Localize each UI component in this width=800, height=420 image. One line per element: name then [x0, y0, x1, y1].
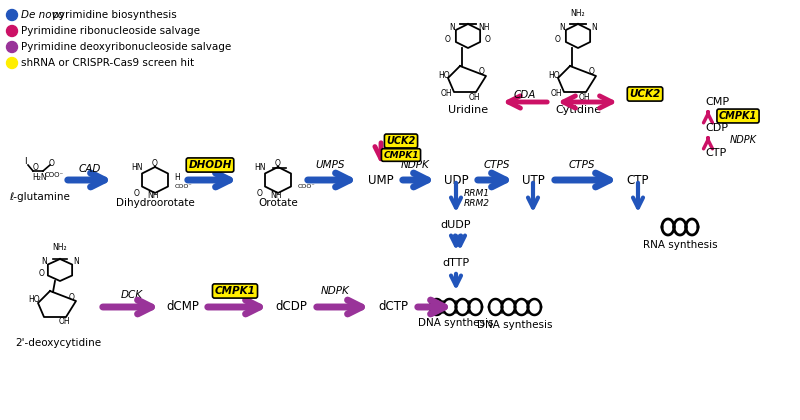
Text: NH: NH	[478, 24, 490, 32]
Text: CTPS: CTPS	[569, 160, 595, 170]
Text: UCK2: UCK2	[386, 136, 416, 146]
Text: UMP: UMP	[368, 173, 394, 186]
Text: O: O	[39, 270, 45, 278]
Text: dTTP: dTTP	[442, 258, 470, 268]
Text: CMP: CMP	[705, 97, 729, 107]
Text: UCK2: UCK2	[630, 89, 661, 99]
Text: dCTP: dCTP	[378, 300, 408, 313]
Text: NH₂: NH₂	[570, 10, 586, 18]
Text: N: N	[591, 24, 597, 32]
Text: RRM2: RRM2	[464, 199, 490, 207]
Text: COO⁻: COO⁻	[298, 184, 316, 189]
Text: O: O	[479, 68, 485, 76]
Text: RRM1: RRM1	[464, 189, 490, 197]
Text: CAD: CAD	[79, 164, 101, 174]
Text: DHODH: DHODH	[188, 160, 232, 170]
Text: dCMP: dCMP	[166, 300, 199, 313]
Text: HN: HN	[254, 163, 266, 171]
Text: H₂N: H₂N	[33, 173, 47, 181]
Text: I: I	[24, 158, 26, 166]
Text: O: O	[49, 158, 55, 168]
Text: N: N	[559, 24, 565, 32]
Text: NH: NH	[147, 191, 158, 200]
Text: HO: HO	[28, 296, 40, 304]
Text: OH: OH	[468, 94, 480, 102]
Text: CMPK1: CMPK1	[383, 150, 418, 160]
Text: O: O	[555, 36, 561, 45]
Text: Orotate: Orotate	[258, 198, 298, 208]
Text: Uridine: Uridine	[448, 105, 488, 115]
Text: Dihydroorotate: Dihydroorotate	[116, 198, 194, 208]
Circle shape	[6, 58, 18, 68]
Text: DNA synthesis: DNA synthesis	[418, 318, 494, 328]
Text: CMPK1: CMPK1	[719, 111, 757, 121]
Text: CDA: CDA	[514, 90, 536, 100]
Text: Cytidine: Cytidine	[555, 105, 601, 115]
Text: pyrimidine biosynthesis: pyrimidine biosynthesis	[49, 10, 177, 20]
Text: UMPS: UMPS	[315, 160, 345, 170]
Text: ℓ-glutamine: ℓ-glutamine	[10, 192, 70, 202]
Text: COO⁻: COO⁻	[44, 172, 64, 178]
Text: COO⁻: COO⁻	[175, 184, 193, 189]
Text: Pyrimidine ribonucleoside salvage: Pyrimidine ribonucleoside salvage	[21, 26, 200, 36]
Text: NDPK: NDPK	[730, 135, 757, 145]
Text: O: O	[257, 189, 263, 197]
Circle shape	[6, 10, 18, 21]
Text: O: O	[134, 189, 140, 197]
Text: dCDP: dCDP	[275, 300, 307, 313]
Text: CMPK1: CMPK1	[214, 286, 255, 296]
Circle shape	[6, 42, 18, 52]
Text: UDP: UDP	[444, 173, 468, 186]
Text: DNA synthesis: DNA synthesis	[478, 320, 553, 330]
Text: shRNA or CRISPR-Cas9 screen hit: shRNA or CRISPR-Cas9 screen hit	[21, 58, 194, 68]
Text: NH: NH	[270, 191, 282, 200]
Text: CDP: CDP	[705, 123, 728, 133]
Text: O: O	[33, 163, 39, 171]
Text: OH: OH	[578, 94, 590, 102]
Text: N: N	[73, 257, 79, 267]
Text: CTP: CTP	[705, 148, 726, 158]
Text: O: O	[275, 158, 281, 168]
Text: HO: HO	[438, 71, 450, 79]
Text: De novo: De novo	[21, 10, 64, 20]
Text: NDPK: NDPK	[321, 286, 350, 296]
Text: RNA synthesis: RNA synthesis	[642, 240, 718, 250]
Text: CTPS: CTPS	[484, 160, 510, 170]
Text: O: O	[589, 68, 595, 76]
Text: Pyrimidine deoxyribonucleoside salvage: Pyrimidine deoxyribonucleoside salvage	[21, 42, 231, 52]
Text: H: H	[174, 173, 180, 181]
Text: dUDP: dUDP	[441, 220, 471, 230]
Text: O: O	[445, 36, 451, 45]
Text: UTP: UTP	[522, 173, 544, 186]
Text: HO: HO	[548, 71, 560, 79]
Text: O: O	[69, 292, 75, 302]
Text: NDPK: NDPK	[401, 160, 430, 170]
Text: HN: HN	[131, 163, 142, 171]
Text: 2'-deoxycytidine: 2'-deoxycytidine	[15, 338, 101, 348]
Text: OH: OH	[58, 317, 70, 326]
Text: O: O	[485, 36, 491, 45]
Text: N: N	[449, 24, 455, 32]
Text: OH: OH	[550, 89, 562, 99]
Text: O: O	[152, 158, 158, 168]
Text: NH₂: NH₂	[53, 244, 67, 252]
Text: CTP: CTP	[626, 173, 650, 186]
Text: N: N	[41, 257, 47, 267]
Circle shape	[6, 26, 18, 37]
Text: OH: OH	[440, 89, 452, 99]
Text: DCK: DCK	[121, 290, 143, 300]
